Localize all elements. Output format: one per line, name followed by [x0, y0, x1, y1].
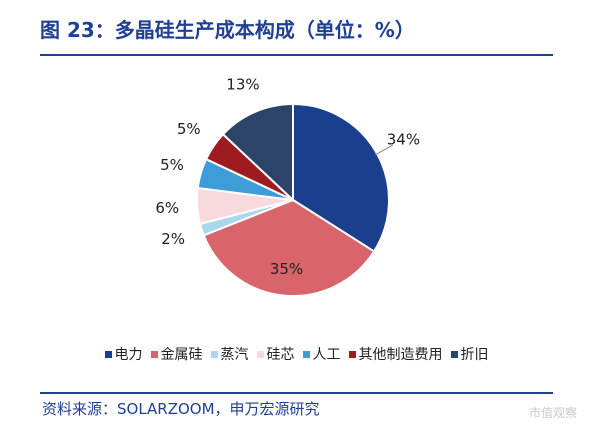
slice-label-7: 13% — [226, 75, 259, 93]
chart-legend: 电力 金属硅 蒸汽 硅芯 人工 其他制造费用 折旧 — [0, 344, 593, 364]
legend-label: 折旧 — [460, 347, 489, 363]
legend-label: 硅芯 — [266, 347, 295, 363]
legend-item-4: 硅芯 — [256, 344, 295, 364]
pie-chart: 34% 35% 2% 6% 5% 5% 13% — [155, 75, 420, 297]
slice-label-6: 5% — [177, 120, 201, 138]
slice-label-1: 34% — [387, 130, 420, 148]
legend-label: 其他制造费用 — [358, 347, 443, 363]
slice-label-5: 5% — [160, 156, 184, 174]
title-divider — [40, 54, 553, 56]
legend-item-6: 其他制造费用 — [348, 344, 443, 364]
legend-swatch — [450, 350, 458, 358]
slice-7 — [221, 102, 294, 203]
legend-label: 电力 — [114, 347, 143, 363]
legend-item-5: 人工 — [302, 344, 341, 364]
legend-label: 人工 — [312, 347, 341, 363]
legend-label: 金属硅 — [160, 347, 203, 363]
legend-swatch — [256, 350, 264, 358]
legend-swatch — [210, 350, 218, 358]
chart-title: 图 23：多晶硅生产成本构成（单位：%） — [40, 18, 415, 42]
source-divider — [40, 392, 553, 394]
pie-slices — [196, 102, 390, 297]
slice-label-2: 35% — [270, 260, 303, 278]
legend-swatch — [348, 350, 356, 358]
legend-item-3: 蒸汽 — [210, 344, 249, 364]
slice-2 — [202, 198, 376, 297]
legend-swatch — [104, 350, 112, 358]
slice-label-4: 6% — [155, 199, 179, 217]
legend-swatch — [150, 350, 158, 358]
legend-item-2: 金属硅 — [150, 344, 203, 364]
legend-item-7: 折旧 — [450, 344, 489, 364]
legend-swatch — [302, 350, 310, 358]
watermark: 市值观察 — [528, 406, 577, 420]
source-note: 资料来源：SOLARZOOM，申万宏源研究 — [42, 400, 320, 418]
legend-item-1: 电力 — [104, 344, 143, 364]
slice-label-3: 2% — [161, 230, 185, 248]
leader-line-1 — [375, 144, 394, 156]
legend-label: 蒸汽 — [220, 347, 249, 363]
slice-labels: 34% 35% 2% 6% 5% 5% 13% — [155, 75, 420, 277]
